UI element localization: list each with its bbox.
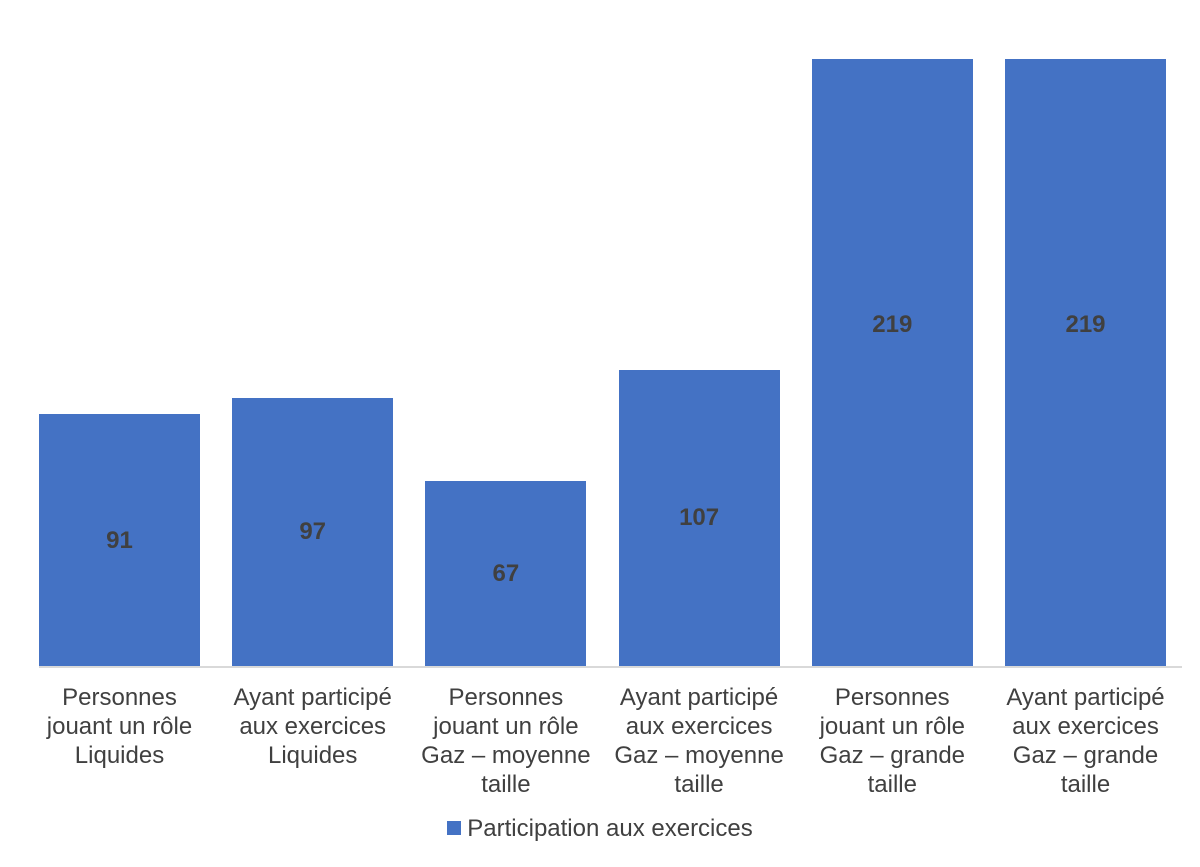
bar-value-label: 107	[679, 504, 720, 532]
category-label-line: taille	[674, 771, 724, 798]
legend-label: Participation aux exercices	[467, 815, 753, 842]
category-label-line: jouant un rôle	[819, 713, 966, 740]
category-label: Ayant participé aux exercices Liquides	[217, 683, 409, 770]
bar-value-label: 67	[492, 559, 520, 587]
bar: 219	[811, 59, 973, 667]
bar-value-label: 97	[299, 518, 327, 546]
category-label-line: Ayant participé	[233, 684, 392, 711]
category-label-line: Gaz – moyenne	[421, 742, 591, 769]
category-label-line: Ayant participé	[619, 684, 779, 711]
category-label-line: jouant un rôle	[433, 713, 579, 740]
category-label-line: taille	[867, 771, 917, 798]
bar-value-label: 91	[106, 526, 133, 554]
bar: 97	[232, 397, 394, 667]
category-label: Personnes jouant un rôle Liquides	[24, 683, 216, 770]
bar-value-label: 219	[872, 311, 913, 339]
category-label: Personnes jouant un rôle Gaz – moyenne tail…	[410, 683, 602, 799]
bar: 91	[39, 414, 200, 667]
category-label: Ayant participé aux exercices Gaz – grande…	[990, 683, 1182, 799]
legend-swatch-icon	[447, 821, 462, 835]
category-label-line: aux exercices	[625, 713, 773, 740]
category-label-line: Liquides	[267, 742, 358, 769]
category-label: Personnes jouant un rôle Gaz – grande taill…	[796, 683, 988, 799]
category-label-line: Liquides	[74, 742, 165, 769]
category-label-line: Gaz – grande	[819, 742, 966, 769]
category-label-line: Ayant participé	[1006, 684, 1165, 711]
category-label-line: jouant un rôle	[46, 713, 193, 740]
x-axis-line	[39, 666, 1182, 668]
category-label-line: taille	[481, 771, 531, 798]
category-label-line: Personnes	[448, 684, 564, 711]
bar: 67	[425, 480, 587, 667]
bar: 107	[618, 369, 780, 667]
category-label-line: aux exercices	[239, 713, 387, 740]
category-label-line: aux exercices	[1012, 713, 1159, 740]
category-label-line: Gaz – moyenne	[614, 742, 784, 769]
bar: 219	[1005, 59, 1166, 667]
category-label-line: Personnes	[834, 684, 950, 711]
category-label-line: taille	[1060, 771, 1111, 798]
category-label-line: Personnes	[62, 684, 177, 711]
category-label-line: Gaz – grande	[1012, 742, 1159, 769]
legend: Participation aux exercices	[0, 815, 1200, 843]
category-label: Ayant participé aux exercices Gaz – moyenn…	[603, 683, 795, 799]
bar-value-label: 219	[1065, 311, 1106, 339]
